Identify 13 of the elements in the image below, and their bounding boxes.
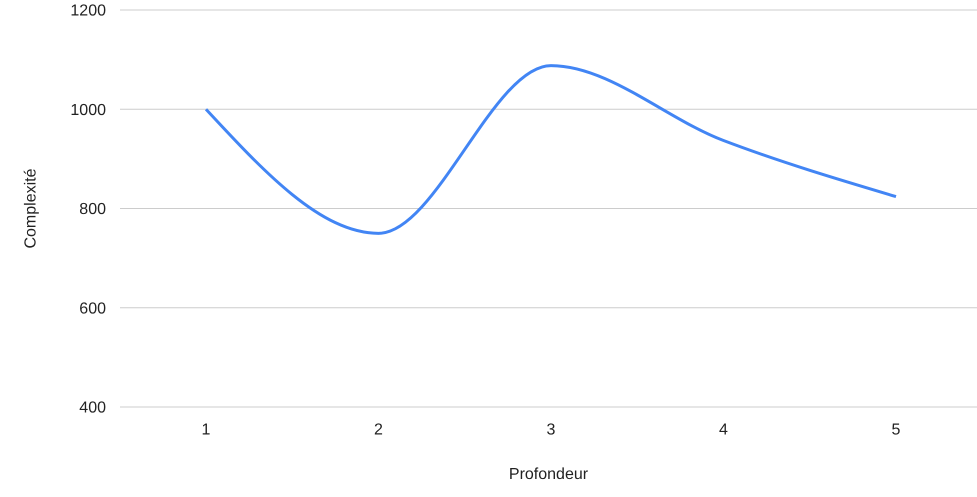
y-tick-label: 800 [79, 201, 106, 218]
x-tick-label: 4 [719, 421, 728, 438]
y-tick-label: 400 [79, 400, 106, 417]
x-tick-label: 2 [374, 421, 384, 438]
y-tick-label: 600 [79, 300, 106, 318]
y-axis-title: Complexité [22, 168, 40, 249]
y-tick-label: 1200 [70, 2, 106, 20]
x-tick-label: 5 [892, 421, 901, 438]
x-tick-label: 3 [546, 421, 556, 438]
x-tick-label: 1 [202, 421, 211, 438]
x-axis-title: Profondeur [508, 466, 589, 483]
y-tick-label: 1000 [70, 102, 106, 119]
line-series [204, 64, 898, 235]
